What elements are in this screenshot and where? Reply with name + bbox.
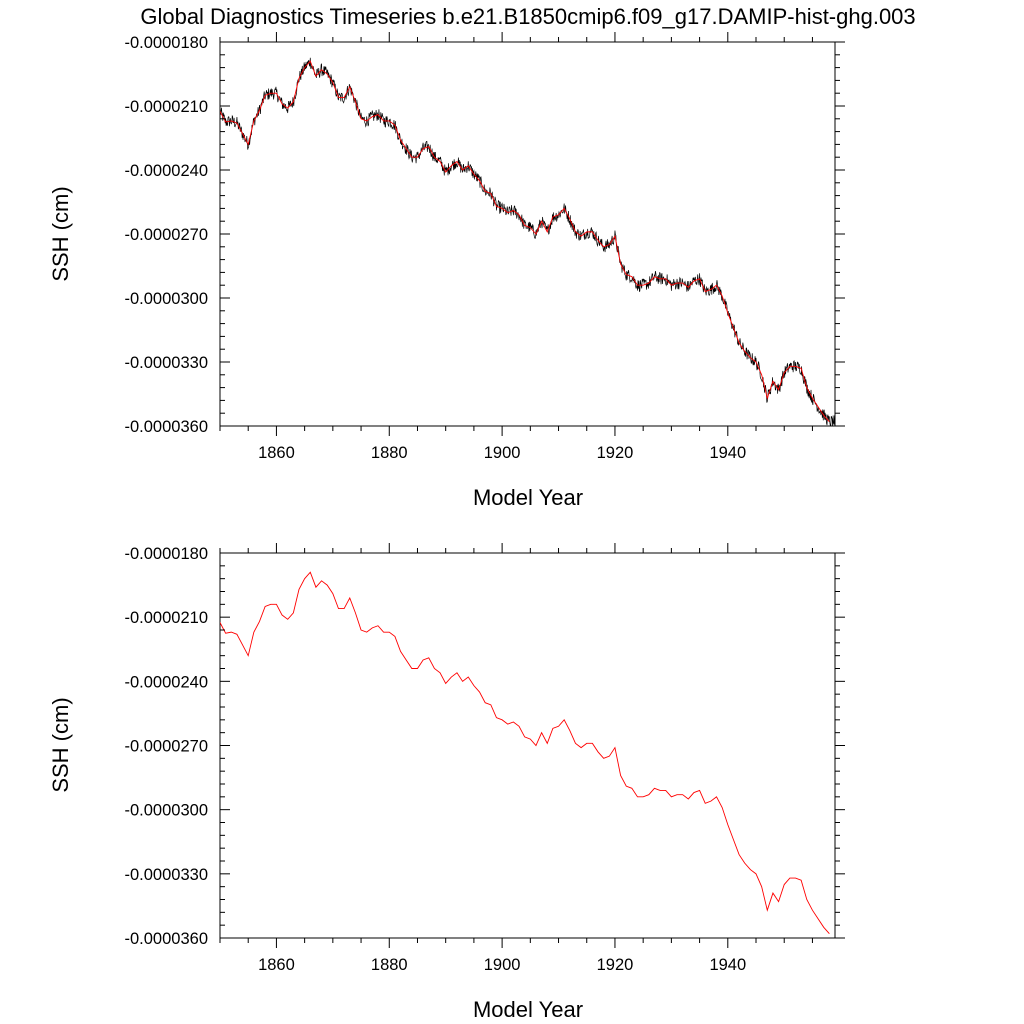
- y-tick-label: -0.0000180: [125, 545, 209, 563]
- y-tick-label: -0.0000210: [125, 98, 209, 116]
- y-axis: -0.0000180 -0.0000210 -0.0000240 -0.0000270…: [125, 545, 845, 948]
- y-tick-label: -0.0000330: [125, 354, 209, 372]
- monthly-series-line: [220, 57, 835, 426]
- x-tick-label: 1940: [709, 444, 746, 462]
- top-panel: 1860 1880 1900 1920 1940 -0.0000180 -0.000021…: [48, 32, 845, 510]
- y-tick-label: -0.0000210: [125, 609, 209, 627]
- y-tick-label: -0.0000300: [125, 290, 209, 308]
- x-tick-label: 1880: [371, 956, 408, 974]
- bottom-panel: 1860 1880 1900 1920 1940 -0.0000180 -0.000021…: [48, 543, 845, 1022]
- y-axis: -0.0000180 -0.0000210 -0.0000240 -0.0000270…: [125, 34, 845, 436]
- y-axis-label: SSH (cm): [48, 186, 73, 281]
- x-axis-label: Model Year: [473, 485, 583, 510]
- annual-mean-series-line: [220, 571, 830, 935]
- plot-frame: [219, 41, 836, 427]
- y-tick-label: -0.0000270: [125, 226, 209, 244]
- plot-frame: [219, 552, 836, 939]
- x-axis: 1860 1880 1900 1920 1940: [219, 32, 813, 462]
- y-tick-label: -0.0000240: [125, 162, 209, 180]
- y-tick-label: -0.0000180: [125, 34, 209, 52]
- figure-title: Global Diagnostics Timeseries b.e21.B185…: [140, 4, 915, 29]
- x-tick-label: 1920: [597, 444, 634, 462]
- y-tick-label: -0.0000240: [125, 673, 209, 691]
- y-tick-label: -0.0000360: [125, 418, 209, 436]
- y-tick-label: -0.0000270: [125, 738, 209, 756]
- x-axis: 1860 1880 1900 1920 1940: [219, 543, 813, 974]
- y-tick-label: -0.0000300: [125, 802, 209, 820]
- y-tick-label: -0.0000360: [125, 930, 209, 948]
- annual-mean-series-line: [220, 60, 830, 423]
- x-axis-label: Model Year: [473, 997, 583, 1022]
- x-tick-label: 1860: [258, 956, 295, 974]
- y-axis-label: SSH (cm): [48, 697, 73, 792]
- x-tick-label: 1900: [484, 956, 521, 974]
- x-tick-label: 1860: [258, 444, 295, 462]
- x-tick-label: 1880: [371, 444, 408, 462]
- x-tick-label: 1940: [709, 956, 746, 974]
- x-tick-label: 1900: [484, 444, 521, 462]
- x-tick-label: 1920: [597, 956, 634, 974]
- y-tick-label: -0.0000330: [125, 866, 209, 884]
